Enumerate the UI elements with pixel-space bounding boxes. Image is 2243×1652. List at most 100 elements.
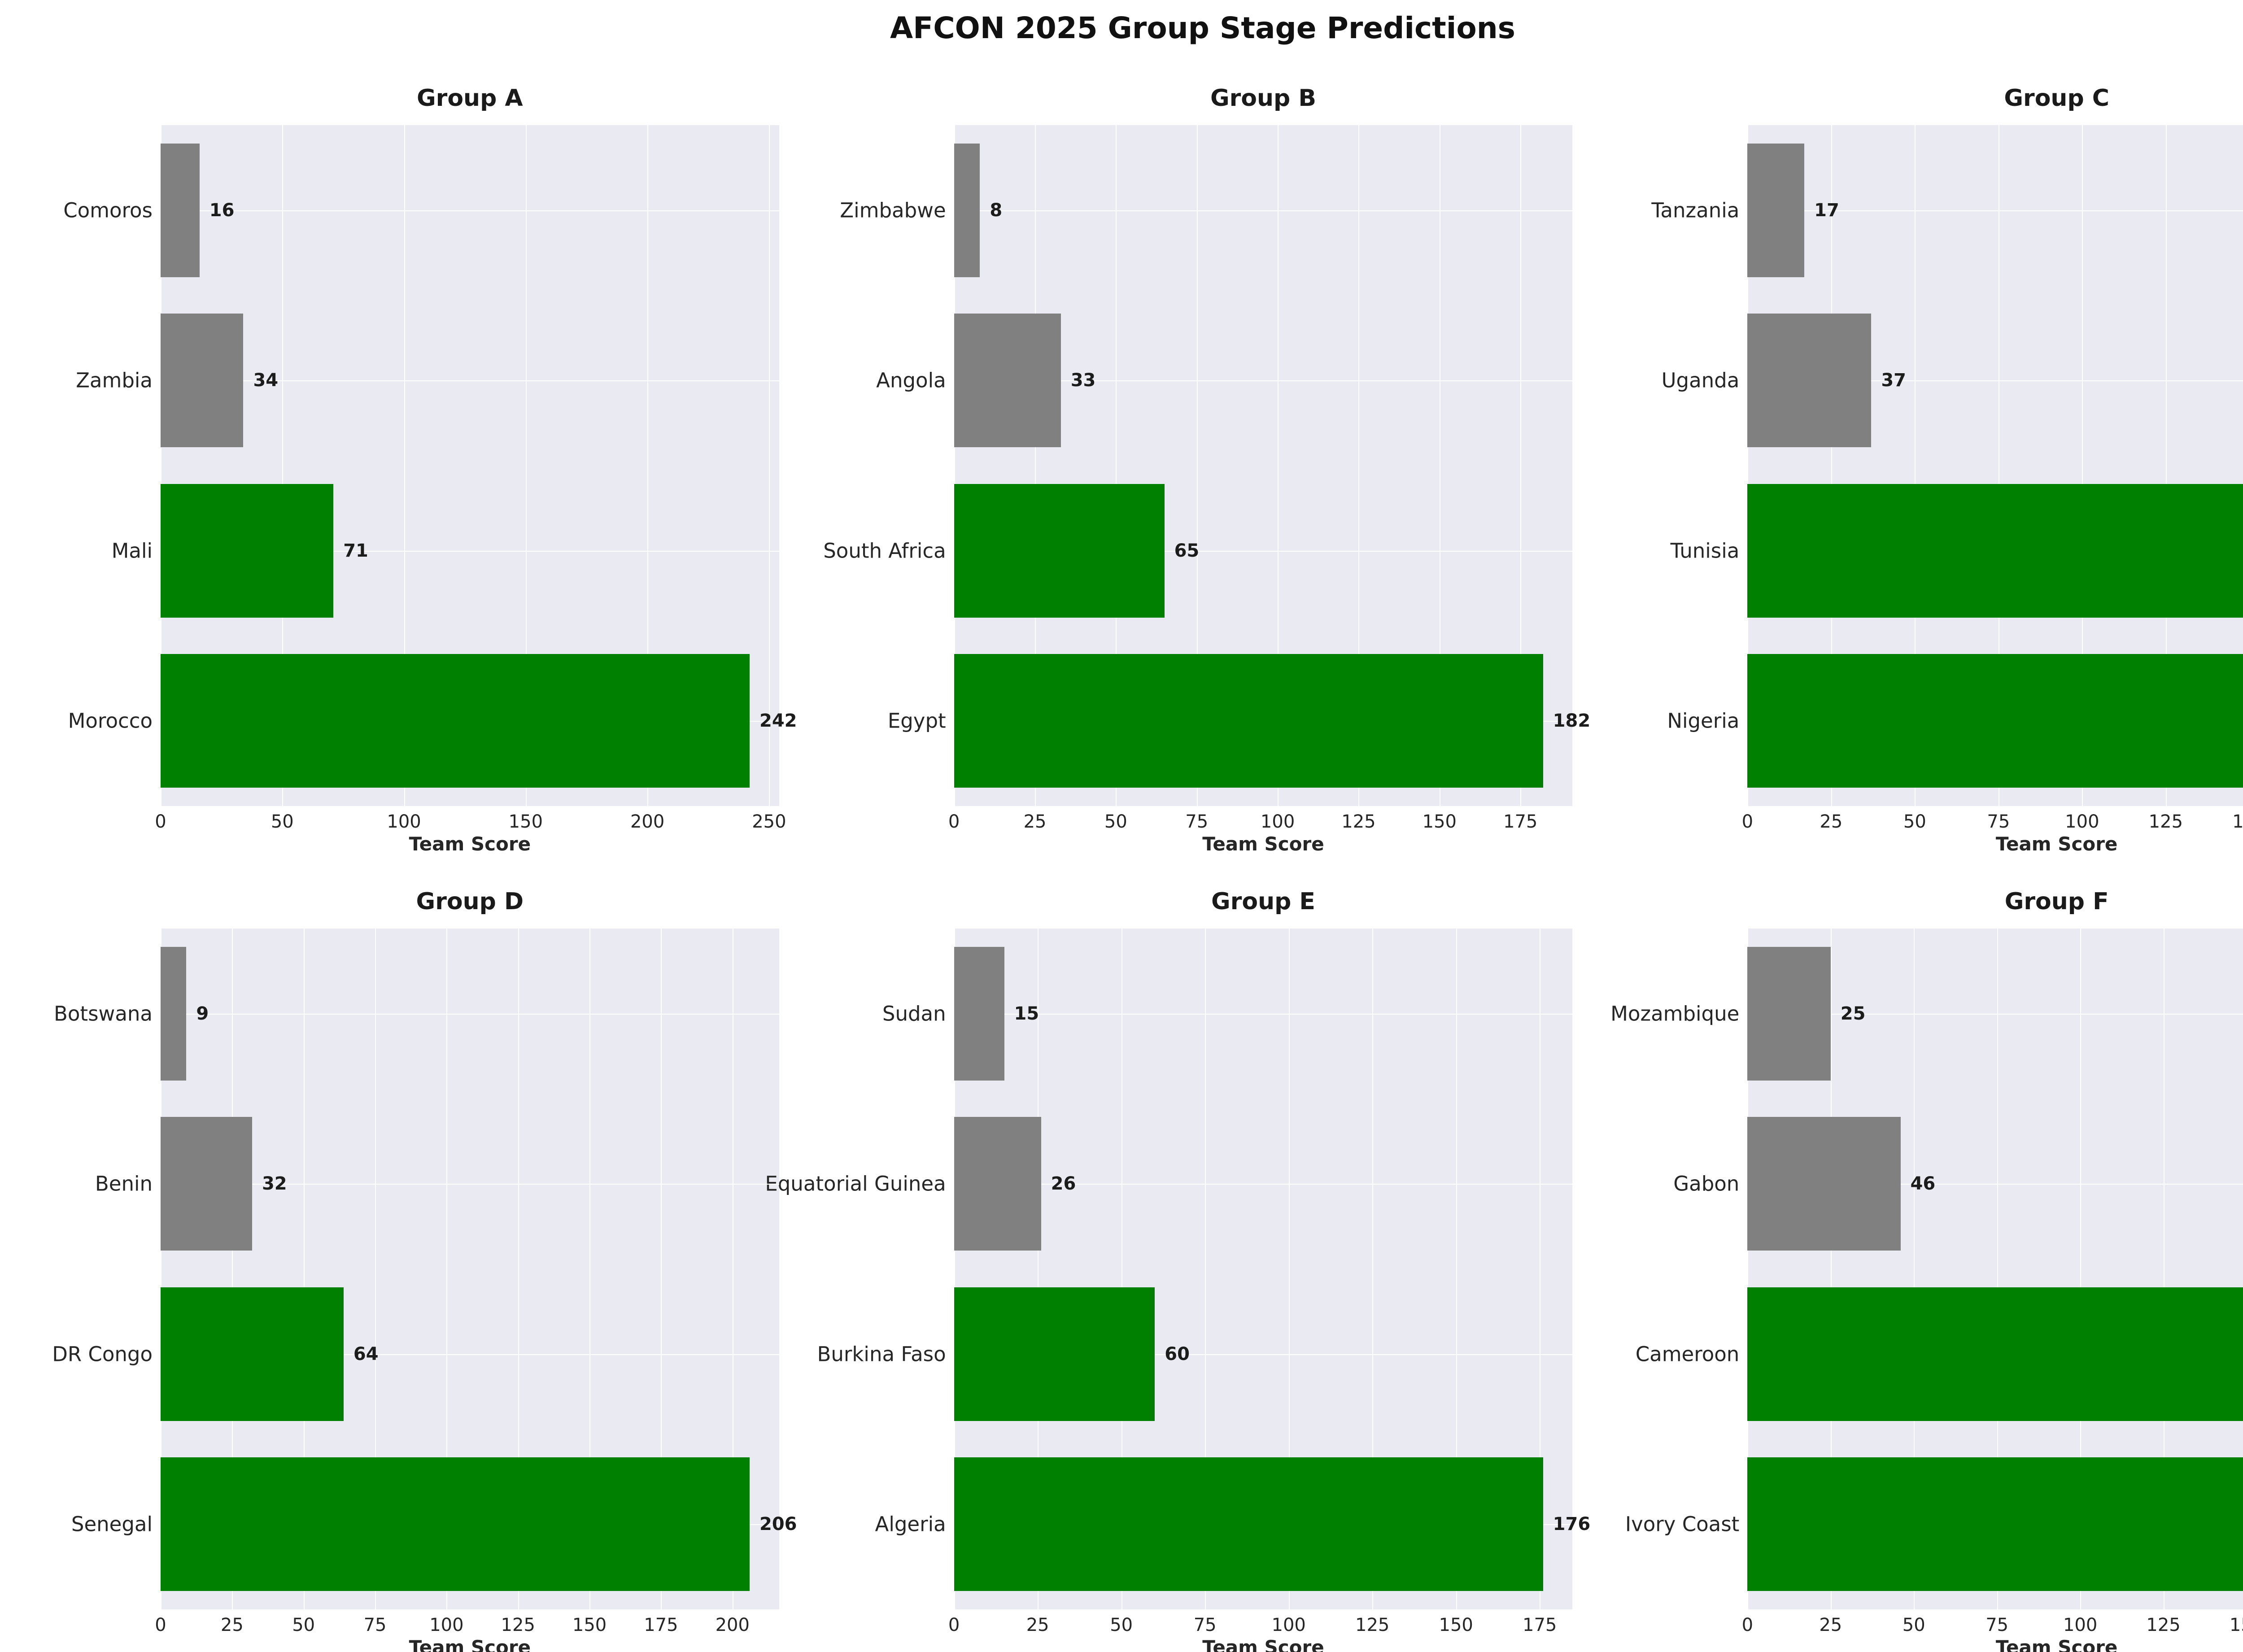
- vertical-gridline: [282, 125, 284, 806]
- x-tick-label: 125: [2148, 811, 2183, 832]
- vertical-gridline: [375, 928, 376, 1609]
- horizontal-gridline: [954, 210, 1573, 211]
- vertical-gridline: [1914, 928, 1915, 1609]
- vertical-gridline: [954, 928, 955, 1609]
- y-tick-label: Burkina Faso: [817, 1342, 946, 1366]
- plot-row-group-a: Comoros Zambia Mali Morocco 16 34 71 242: [13, 125, 797, 806]
- x-tick-label: 50: [1110, 1615, 1133, 1635]
- y-tick-label: DR Congo: [52, 1342, 153, 1366]
- bar-value-label: 242: [759, 710, 797, 732]
- y-tick-label: Zambia: [76, 368, 153, 392]
- x-tick-label: 0: [1741, 811, 1754, 832]
- vertical-gridline: [1831, 125, 1832, 806]
- vertical-gridline: [232, 928, 233, 1609]
- bar-morocco: [161, 654, 750, 788]
- vertical-gridline: [1830, 928, 1832, 1609]
- x-tick-label: 0: [155, 1615, 166, 1635]
- plot-area-group-b: 8 33 65 182: [954, 125, 1590, 806]
- y-tick-label: Tanzania: [1651, 198, 1740, 222]
- x-tick-label: 50: [1104, 811, 1127, 832]
- x-axis-title: Team Score: [1995, 1636, 2118, 1652]
- subplot-title-group-b: Group B: [1210, 85, 1316, 112]
- bar-value-label: 37: [1881, 370, 1907, 391]
- x-tick-label: 0: [948, 811, 960, 832]
- x-tick-label: 100: [2065, 811, 2099, 832]
- bar-value-label: 26: [1051, 1173, 1076, 1194]
- subplot-title-group-a: Group A: [417, 85, 523, 112]
- y-axis-labels: Botswana Benin DR Congo Senegal: [13, 928, 161, 1609]
- bar-ivory-coast: [1747, 1457, 2243, 1591]
- y-tick-label: Gabon: [1673, 1172, 1740, 1196]
- x-axis-title: Team Score: [1995, 833, 2118, 855]
- x-tick-label: 250: [752, 811, 786, 832]
- vertical-gridline: [1278, 125, 1279, 806]
- x-tick-label: 50: [1903, 811, 1926, 832]
- y-tick-label: Nigeria: [1667, 709, 1740, 733]
- bar-cameroon: [1747, 1287, 2243, 1421]
- vertical-gridline: [1456, 928, 1457, 1609]
- horizontal-gridline: [161, 380, 779, 382]
- plot-area-group-d: 9 32 64 206: [161, 928, 797, 1609]
- bar-gabon: [1747, 1117, 1901, 1251]
- bar-value-label: 25: [1840, 1003, 1866, 1024]
- bar-benin: [161, 1117, 252, 1251]
- y-tick-label: Zimbabwe: [840, 198, 946, 222]
- bar-mali: [161, 484, 334, 618]
- bar-value-label: 65: [1174, 540, 1200, 561]
- vertical-gridline: [525, 125, 527, 806]
- figure-title: AFCON 2025 Group Stage Predictions: [890, 11, 1515, 45]
- y-tick-label: Equatorial Guinea: [765, 1172, 946, 1196]
- x-tick-label: 175: [1503, 811, 1538, 832]
- subplot-title-group-e: Group E: [1211, 888, 1315, 915]
- x-tick-label: 125: [1355, 1615, 1390, 1635]
- x-axis-title: Team Score: [1202, 833, 1324, 855]
- bar-comoros: [161, 143, 200, 277]
- plot-area-group-f: 2546163177: [1747, 928, 2243, 1609]
- plot-area-group-e: 15 26 60 176: [954, 928, 1590, 1609]
- bar-algeria: [954, 1457, 1543, 1591]
- plot-row-group-c: TanzaniaUgandaTunisiaNigeria1737155176: [1599, 125, 2243, 806]
- horizontal-gridline: [1747, 210, 2243, 211]
- x-tick-label: 50: [271, 811, 294, 832]
- x-tick-label: 125: [2146, 1615, 2181, 1635]
- bar-value-label: 60: [1165, 1343, 1190, 1364]
- bar-value-label: 176: [1553, 1514, 1591, 1535]
- y-tick-label: Benin: [95, 1172, 153, 1196]
- x-tick-label: 150: [508, 811, 543, 832]
- vertical-gridline: [1520, 125, 1522, 806]
- x-tick-label: 150: [572, 1615, 607, 1635]
- plot-row-group-b: Zimbabwe Angola South Africa Egypt 8 33 65 182: [806, 125, 1590, 806]
- y-tick-label: Mali: [111, 539, 153, 563]
- y-tick-label: Algeria: [875, 1512, 946, 1536]
- bar-south-africa: [954, 484, 1165, 618]
- x-axis-group-e: 0 25 50 75 100 125 150 175: [948, 1609, 1573, 1635]
- bar-zimbabwe: [954, 143, 980, 277]
- vertical-gridline: [2082, 125, 2083, 806]
- horizontal-gridline: [161, 1013, 779, 1015]
- subplot-group-d: Group D Botswana Benin DR Congo Senegal 9 32 64…: [13, 868, 806, 1652]
- x-tick-label: 75: [1193, 1615, 1217, 1635]
- x-tick-label: 100: [1271, 1615, 1306, 1635]
- bar-uganda: [1747, 314, 1872, 447]
- bar-value-label: 71: [343, 540, 368, 561]
- y-axis-labels: Sudan Equatorial Guinea Burkina Faso Algeri…: [765, 928, 954, 1609]
- plot-area-group-a: 16 34 71 242: [161, 125, 797, 806]
- horizontal-gridline: [161, 1184, 779, 1185]
- vertical-gridline: [2165, 125, 2167, 806]
- x-tick-label: 75: [1986, 1615, 2009, 1635]
- y-tick-label: Senegal: [71, 1512, 153, 1536]
- bar-value-label: 33: [1070, 370, 1096, 391]
- vertical-gridline: [1372, 928, 1374, 1609]
- y-tick-label: Ivory Coast: [1625, 1512, 1740, 1536]
- y-tick-label: Angola: [876, 368, 946, 392]
- x-tick-label: 25: [1023, 811, 1047, 832]
- x-tick-label: 25: [1819, 1615, 1842, 1635]
- horizontal-gridline: [954, 1184, 1573, 1185]
- bar-value-label: 32: [262, 1173, 287, 1194]
- subplot-title-group-d: Group D: [416, 888, 524, 915]
- horizontal-gridline: [1747, 380, 2243, 382]
- y-tick-label: Cameroon: [1635, 1342, 1740, 1366]
